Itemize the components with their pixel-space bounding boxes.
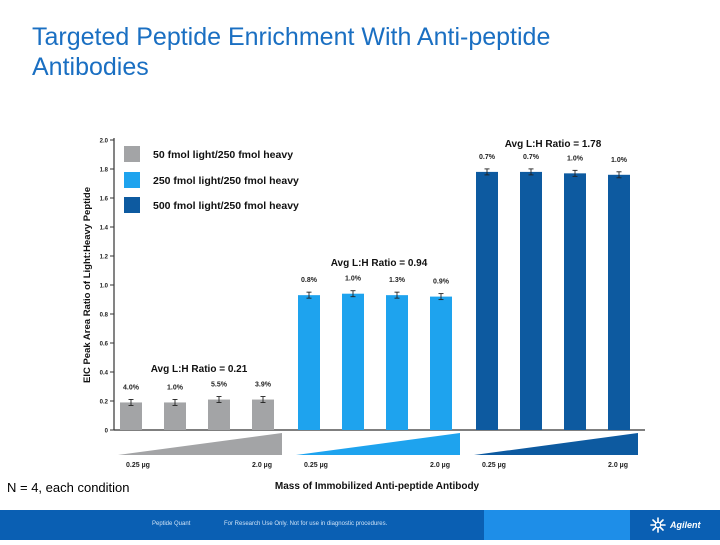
ramp-label-high: 2.0 µg	[252, 462, 272, 469]
y-tick-label: 1.2	[100, 255, 109, 261]
spark-icon	[650, 517, 666, 533]
bar-cv-label: 0.7%	[523, 154, 540, 161]
bar-cv-label: 4.0%	[123, 384, 140, 391]
sample-size-note: N = 4, each condition	[7, 480, 130, 495]
legend-swatch	[124, 172, 140, 188]
y-tick-label: 1.6	[100, 197, 109, 203]
footer-left-text: Peptide Quant	[152, 521, 191, 527]
y-tick-label: 0.4	[100, 371, 109, 377]
bar-cv-label: 0.7%	[479, 154, 496, 161]
bar	[342, 293, 364, 430]
y-tick-label: 1.4	[100, 226, 109, 232]
bar-cv-label: 5.5%	[211, 382, 228, 389]
y-tick-label: 0.8	[100, 313, 109, 319]
bar	[430, 296, 452, 430]
y-tick-label: 0	[105, 429, 109, 435]
y-tick-label: 1.0	[100, 284, 109, 290]
footer-bar: Peptide Quant For Research Use Only. Not…	[0, 510, 720, 540]
mass-ramp-wedge	[118, 433, 282, 455]
bar	[608, 174, 630, 430]
bar-cv-label: 1.3%	[389, 277, 406, 284]
bar	[476, 171, 498, 430]
footer-accent-block	[484, 510, 630, 540]
bar	[386, 295, 408, 430]
bar-cv-label: 1.0%	[611, 157, 628, 164]
x-axis-label: Mass of Immobilized Anti-peptide Antibod…	[275, 481, 480, 492]
y-tick-label: 0.6	[100, 342, 109, 348]
bar	[208, 399, 230, 430]
legend-label: 250 fmol light/250 fmol heavy	[153, 175, 299, 187]
ramp-label-low: 0.25 µg	[304, 462, 328, 469]
bar-cv-label: 1.0%	[345, 276, 362, 283]
ramp-label-high: 2.0 µg	[608, 462, 628, 469]
agilent-logo: Agilent	[650, 517, 701, 533]
y-tick-label: 1.8	[100, 168, 109, 174]
bar	[252, 399, 274, 430]
bar-cv-label: 1.0%	[167, 384, 184, 391]
bar-cv-label: 0.9%	[433, 279, 450, 286]
bar	[164, 402, 186, 430]
avg-ratio-label: Avg L:H Ratio = 0.21	[151, 364, 248, 375]
bar-cv-label: 1.0%	[567, 155, 584, 162]
logo-text: Agilent	[670, 520, 701, 530]
legend-label: 500 fmol light/250 fmol heavy	[153, 200, 299, 212]
bar	[564, 173, 586, 430]
legend-label: 50 fmol light/250 fmol heavy	[153, 149, 293, 161]
footer-disclaimer: For Research Use Only. Not for use in di…	[224, 521, 388, 527]
y-tick-label: 0.2	[100, 400, 109, 406]
y-tick-label: 2.0	[100, 139, 109, 145]
ramp-label-high: 2.0 µg	[430, 462, 450, 469]
legend-swatch	[124, 146, 140, 162]
legend-swatch	[124, 197, 140, 213]
bar-cv-label: 3.9%	[255, 382, 272, 389]
bar	[120, 402, 142, 430]
bar-cv-label: 0.8%	[301, 277, 318, 284]
ramp-label-low: 0.25 µg	[482, 462, 506, 469]
slide-title: Targeted Peptide Enrichment With Anti-pe…	[32, 23, 551, 81]
ramp-label-low: 0.25 µg	[126, 462, 150, 469]
y-axis-label: EIC Peak Area Ratio of Light:Heavy Pepti…	[82, 187, 93, 383]
bar	[298, 295, 320, 430]
avg-ratio-label: Avg L:H Ratio = 1.78	[505, 139, 602, 150]
mass-ramp-wedge	[474, 433, 638, 455]
bar	[520, 171, 542, 430]
mass-ramp-wedge	[296, 433, 460, 455]
avg-ratio-label: Avg L:H Ratio = 0.94	[331, 258, 428, 269]
